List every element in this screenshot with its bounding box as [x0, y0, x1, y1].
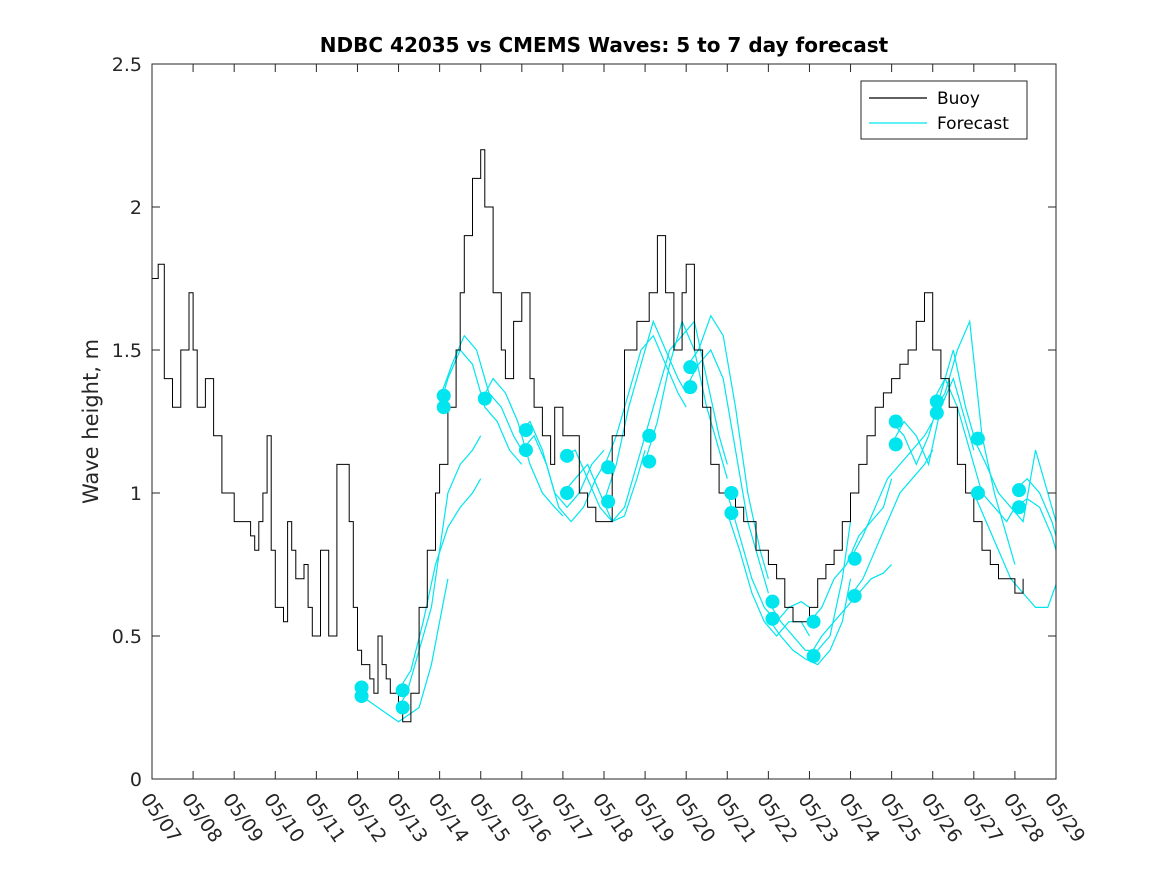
forecast-marker: [765, 611, 780, 626]
forecast-marker: [724, 486, 739, 500]
forecast-marker: [1012, 483, 1027, 498]
forecast-marker: [806, 614, 821, 629]
forecast-marker: [436, 388, 451, 403]
y-tick-label: 0: [130, 769, 142, 791]
forecast-marker: [683, 360, 698, 375]
forecast-marker: [929, 394, 944, 409]
plot-content: [152, 149, 1056, 723]
y-tick-label: 1: [130, 483, 142, 505]
forecast-marker: [847, 588, 862, 603]
forecast-line: [439, 348, 523, 465]
forecast-marker: [888, 437, 903, 452]
y-tick-label: 1.5: [112, 340, 142, 362]
forecast-marker: [642, 454, 657, 469]
legend-box: [860, 80, 1028, 140]
forecast-line: [397, 478, 482, 691]
forecast-line: [973, 492, 1056, 609]
forecast-line: [932, 319, 1016, 565]
legend-item-forecast-label: Forecast: [937, 114, 1009, 134]
y-tick-label: 2.5: [112, 54, 142, 76]
forecast-line: [603, 319, 687, 502]
forecast-line: [685, 314, 769, 579]
forecast-marker: [395, 700, 410, 715]
forecast-line: [562, 435, 646, 523]
forecast-line: [480, 377, 564, 517]
forecast-marker: [436, 400, 451, 415]
forecast-marker: [601, 494, 616, 509]
legend-item-buoy-label: Buoy: [937, 89, 980, 109]
buoy-line: [152, 149, 1024, 723]
forecast-marker: [395, 683, 410, 698]
forecast-marker: [806, 649, 821, 664]
forecast-marker: [642, 428, 657, 443]
forecast-line: [521, 434, 605, 523]
forecast-marker: [847, 551, 862, 566]
forecast-marker: [970, 486, 985, 500]
forecast-line: [644, 320, 728, 465]
forecast-marker: [724, 506, 739, 521]
forecast-line: [685, 348, 769, 594]
forecast-line: [644, 319, 728, 479]
forecast-marker: [518, 423, 533, 438]
forecast-line: [973, 438, 1056, 523]
y-tick-label: 0.5: [112, 626, 142, 648]
forecast-marker: [765, 594, 780, 609]
forecast-marker: [560, 486, 575, 500]
forecast-marker: [601, 460, 616, 475]
forecast-marker: [888, 414, 903, 429]
forecast-marker: [560, 448, 575, 463]
forecast-marker: [354, 689, 369, 704]
forecast-line: [1014, 477, 1056, 537]
forecast-marker: [683, 380, 698, 395]
forecast-line: [850, 449, 934, 597]
forecast-line: [809, 478, 893, 623]
forecast-marker: [518, 443, 533, 458]
forecast-marker: [1012, 500, 1027, 515]
forecast-line: [397, 435, 482, 708]
forecast-line: [439, 334, 523, 451]
legend: Buoy Forecast: [860, 80, 1028, 140]
forecast-line: [891, 376, 975, 467]
forecast-line: [1014, 497, 1056, 551]
forecast-marker: [477, 391, 492, 406]
y-axis-label: Wave height, m: [79, 339, 103, 504]
forecast-marker: [970, 431, 985, 446]
chart-title: NDBC 42035 vs CMEMS Waves: 5 to 7 day fo…: [320, 33, 889, 57]
y-tick-label: 2: [130, 197, 142, 219]
forecast-line: [849, 421, 934, 560]
forecast-line: [932, 377, 1016, 523]
forecast-marker: [929, 405, 944, 420]
